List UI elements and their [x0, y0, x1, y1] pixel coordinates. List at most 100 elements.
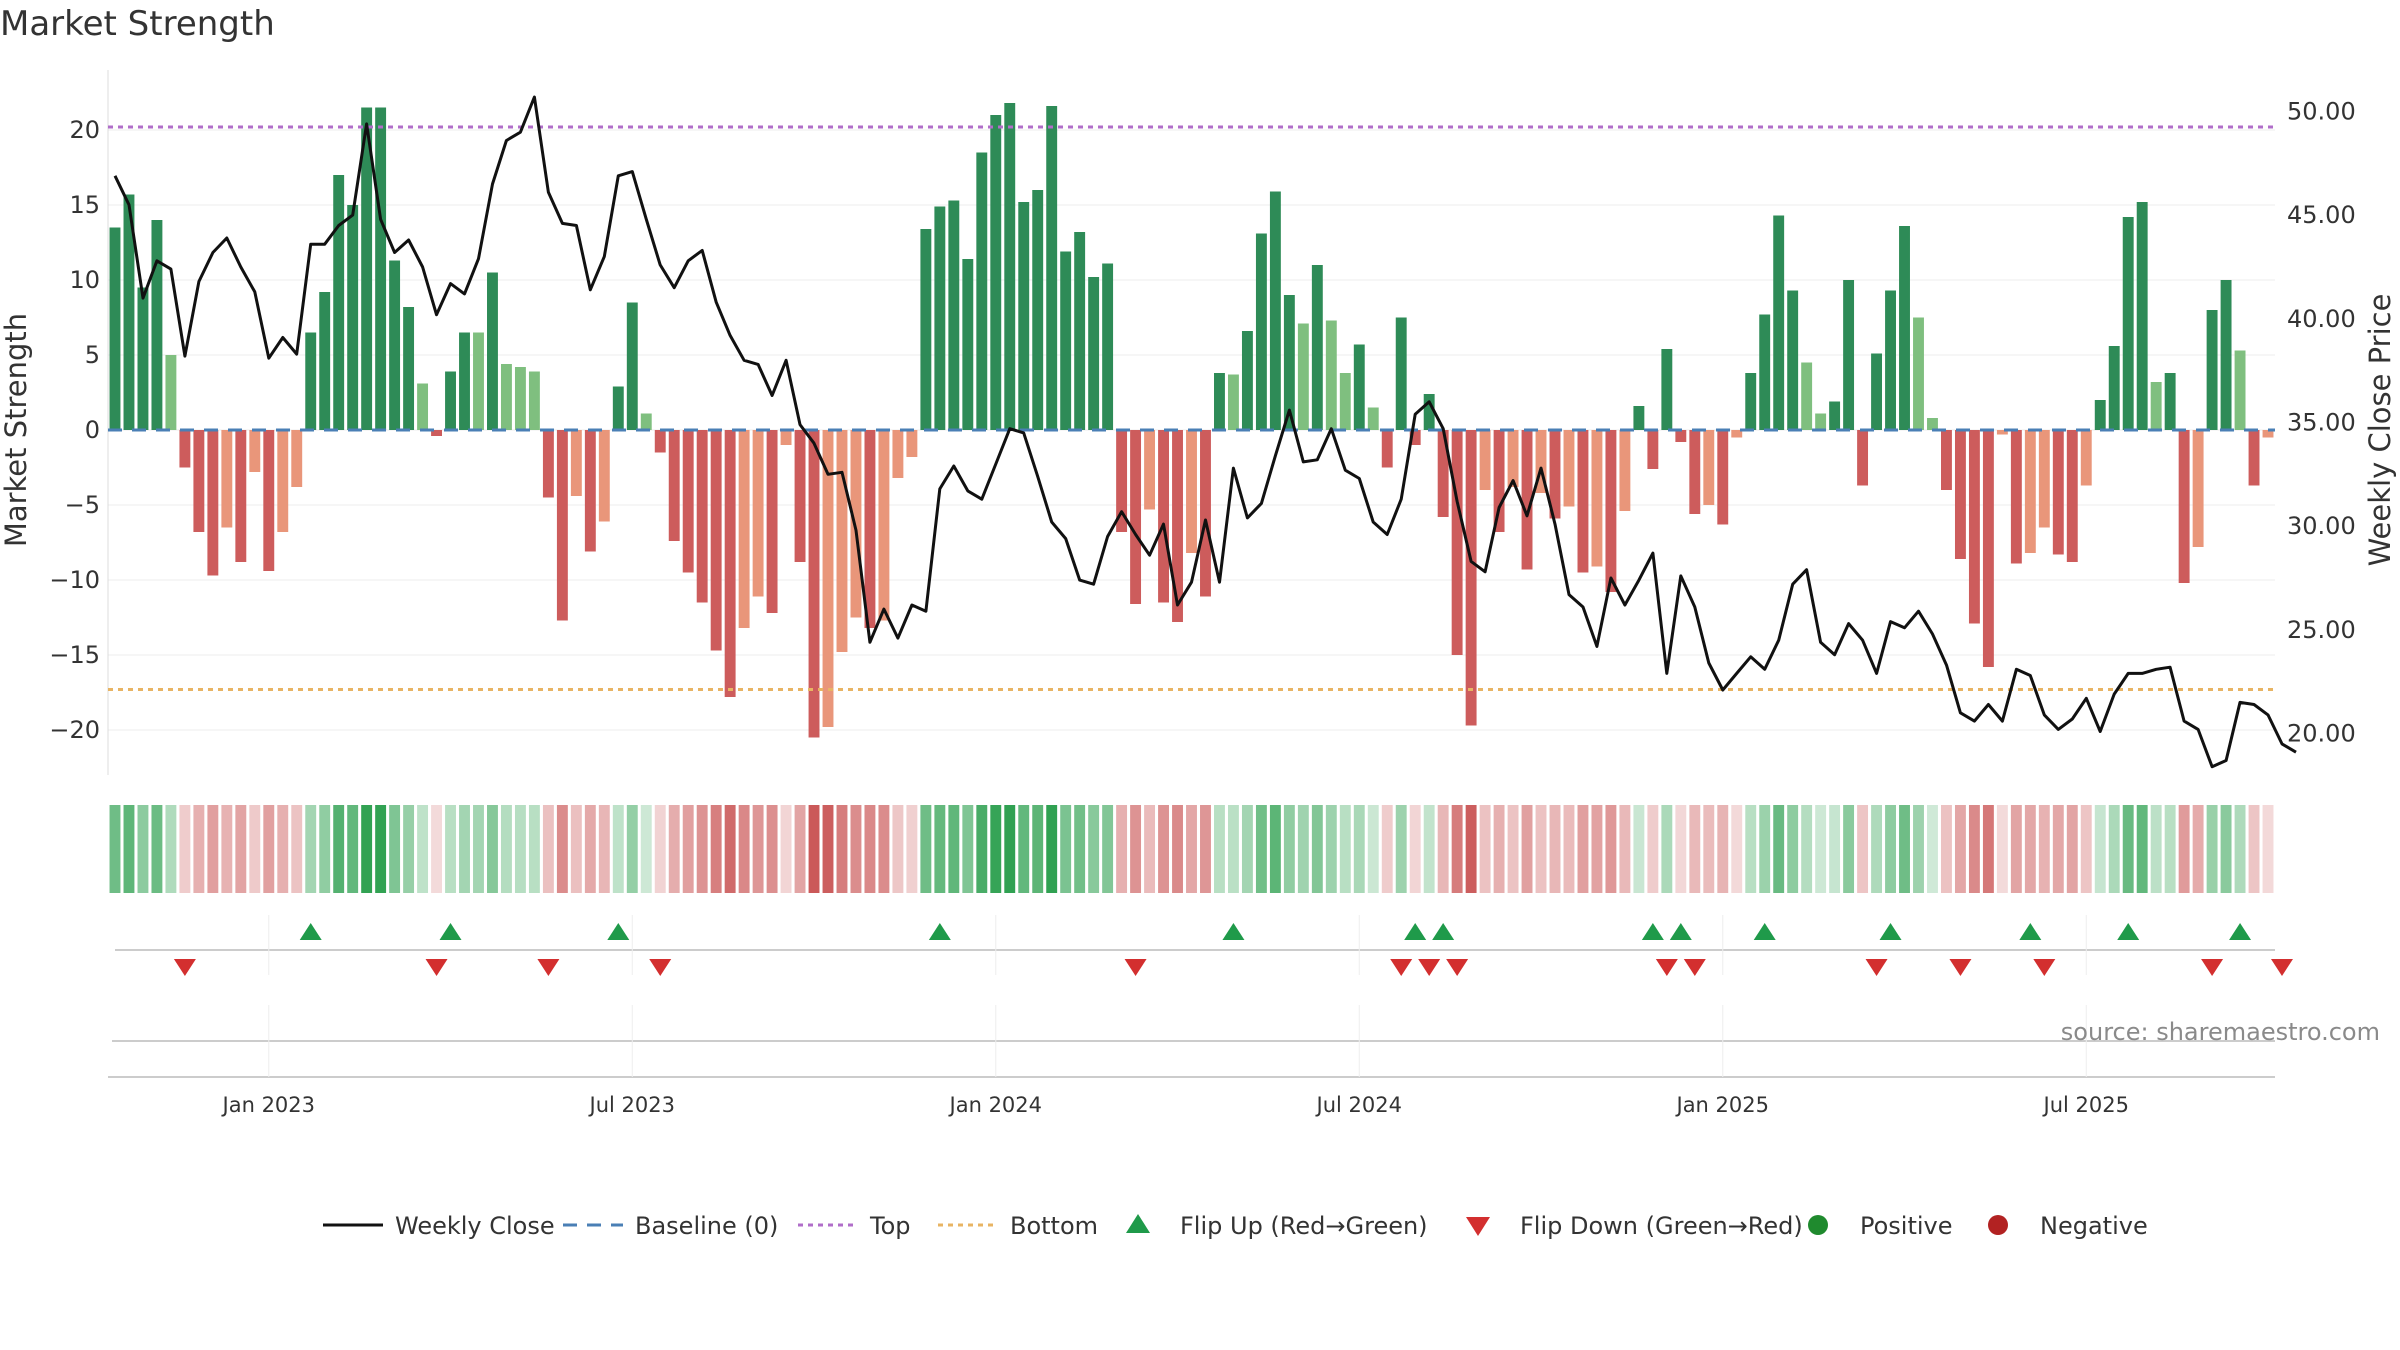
flip-down-marker [1865, 959, 1888, 976]
heat-cell [976, 805, 988, 893]
strength-bar [1283, 295, 1295, 430]
strength-bar [1717, 430, 1729, 525]
strength-bar [1186, 430, 1197, 553]
heat-cell [1130, 805, 1142, 893]
heat-cell [1954, 805, 1966, 893]
strength-bar [1968, 430, 1980, 624]
strength-bar [1829, 401, 1841, 430]
legend-item: Flip Down (Green→Red) [1466, 1212, 1803, 1240]
heat-cell [2038, 805, 2050, 893]
strength-bar [1927, 418, 1938, 430]
strength-bar [1549, 430, 1561, 519]
heat-cell [1395, 805, 1407, 893]
strength-bar [598, 430, 610, 522]
left-y-axis: −20 −15 −10 −5 0 5 10 15 20 [49, 116, 100, 744]
flip-down-marker [1655, 959, 1678, 976]
heat-cell [1269, 805, 1281, 893]
strength-bar [1982, 430, 1994, 667]
strength-bar [1745, 373, 1757, 430]
strength-bar [1773, 215, 1785, 430]
heat-cell [1703, 805, 1715, 893]
heat-cell [1227, 805, 1239, 893]
legend-item: Weekly Close [323, 1212, 555, 1240]
strength-bar [500, 364, 512, 430]
heat-cell [207, 805, 219, 893]
heat-cell [1843, 805, 1855, 893]
strength-bar [2038, 430, 2050, 528]
strength-bar [1801, 362, 1813, 430]
heat-cell [1311, 805, 1323, 893]
flip-down-marker [2270, 959, 2293, 976]
heat-cell [2010, 805, 2022, 893]
heat-cell [291, 805, 303, 893]
heat-cell [263, 805, 275, 893]
strength-bar [822, 430, 834, 727]
heat-cell [1591, 805, 1603, 893]
heat-cell [2108, 805, 2120, 893]
strength-bar [1004, 103, 1016, 430]
strength-bar [710, 430, 722, 651]
heat-cell [1549, 805, 1561, 893]
strength-bar [1269, 191, 1281, 430]
flip-up-marker [1641, 923, 1664, 940]
y2-tick-label: 35.00 [2287, 409, 2356, 437]
legend-label: Flip Down (Green→Red) [1520, 1212, 1803, 1240]
flip-down-marker [537, 959, 560, 976]
flip-up-marker [1879, 923, 1902, 940]
flip-down-marker [173, 959, 196, 976]
legend-label: Positive [1860, 1212, 1953, 1240]
chart-title: Market Strength [0, 4, 275, 44]
source-label: source: sharemaestro.com [2061, 1018, 2380, 1046]
heat-cell [836, 805, 848, 893]
heat-cell [235, 805, 247, 893]
strength-bar [1563, 430, 1575, 507]
y-tick-label: 10 [69, 266, 100, 294]
strength-bar [1731, 430, 1743, 438]
legend-label: Flip Up (Red→Green) [1180, 1212, 1428, 1240]
heat-cell [2122, 805, 2134, 893]
strength-bar [2164, 373, 2176, 430]
legend-item: Negative [1988, 1212, 2148, 1240]
strength-bar [1619, 430, 1631, 511]
strength-bar [1815, 413, 1827, 430]
strength-bar [1605, 430, 1617, 592]
strength-bar [1871, 353, 1883, 430]
strength-bar [1423, 394, 1435, 430]
strength-bar [542, 430, 554, 498]
heat-cell [1563, 805, 1575, 893]
heat-cell [1577, 805, 1589, 893]
heat-cell [1437, 805, 1449, 893]
strength-bar [109, 227, 121, 430]
strength-bar [2010, 430, 2022, 564]
heat-cell [2164, 805, 2176, 893]
heat-cell [2080, 805, 2092, 893]
strength-bar [1311, 265, 1323, 430]
strength-bar [668, 430, 680, 541]
strength-bar [1787, 290, 1799, 430]
strength-bar [1647, 430, 1659, 469]
strength-bar [1689, 430, 1701, 514]
strength-bar [724, 430, 736, 697]
strength-bar [752, 430, 764, 597]
strength-bar [2094, 400, 2106, 430]
strength-bar [696, 430, 708, 603]
strength-bar [221, 430, 233, 528]
heat-cell [1829, 805, 1841, 893]
x-tick-label: Jan 2024 [948, 1093, 1043, 1117]
strength-bar [1130, 430, 1142, 604]
strength-bar [1941, 430, 1952, 490]
legend: Weekly Close Baseline (0) Top Bottom Flip Up… [323, 1212, 2148, 1240]
heat-cell [347, 805, 359, 893]
heat-cell [1158, 805, 1169, 893]
strength-bar [319, 292, 331, 430]
strength-bar [1703, 430, 1715, 505]
heat-cell [808, 805, 820, 893]
heat-cell [417, 805, 429, 893]
flip-markers [108, 923, 2293, 1078]
heat-cell [1941, 805, 1952, 893]
flip-up-marker [1404, 923, 1427, 940]
heat-cell [123, 805, 135, 893]
heat-cell [1982, 805, 1994, 893]
strength-bar [1479, 430, 1491, 490]
flip-up-marker [299, 923, 322, 940]
